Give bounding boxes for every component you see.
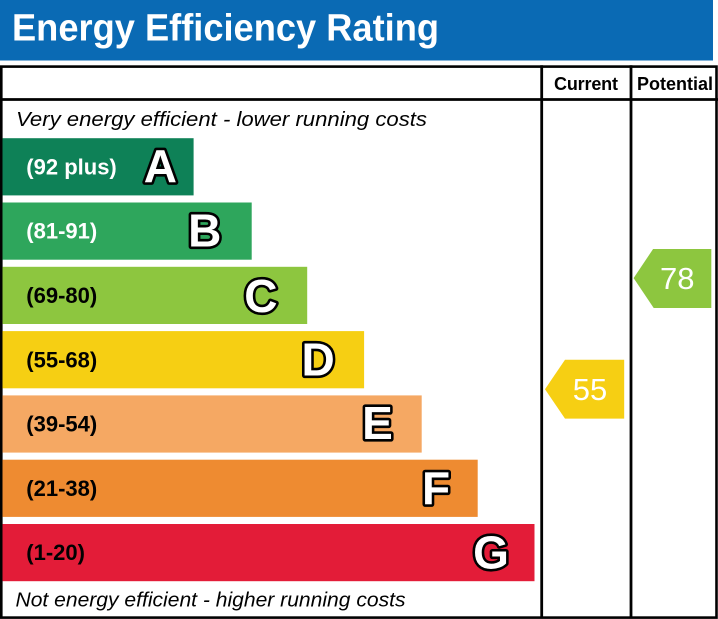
svg-text:Energy Efficiency Rating: Energy Efficiency Rating xyxy=(12,8,439,50)
svg-text:78: 78 xyxy=(660,261,694,296)
svg-text:55: 55 xyxy=(573,372,607,407)
svg-text:G: G xyxy=(473,527,509,579)
svg-text:Not energy efficient - higher: Not energy efficient - higher running co… xyxy=(16,589,406,612)
svg-text:D: D xyxy=(301,333,334,385)
svg-text:(69-80): (69-80) xyxy=(26,283,97,308)
svg-text:B: B xyxy=(188,205,221,257)
svg-text:(81-91): (81-91) xyxy=(26,219,97,244)
svg-text:(39-54): (39-54) xyxy=(26,412,97,437)
svg-text:(55-68): (55-68) xyxy=(26,347,97,372)
svg-text:(92 plus): (92 plus) xyxy=(26,154,116,179)
svg-text:A: A xyxy=(144,140,177,192)
svg-text:Potential: Potential xyxy=(637,74,713,94)
svg-text:F: F xyxy=(422,462,450,514)
svg-text:Current: Current xyxy=(554,74,618,94)
svg-text:Very energy efficient - lower: Very energy efficient - lower running co… xyxy=(16,108,427,131)
svg-text:C: C xyxy=(244,270,277,322)
svg-text:(1-20): (1-20) xyxy=(26,540,85,565)
svg-text:(21-38): (21-38) xyxy=(26,476,97,501)
svg-text:E: E xyxy=(362,397,393,449)
